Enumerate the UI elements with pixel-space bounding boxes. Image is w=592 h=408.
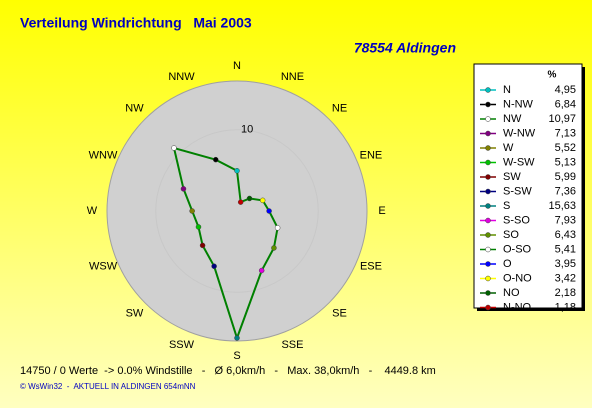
credit: © WsWin32 - AKTUELL IN ALDINGEN 654mNN [20,382,196,391]
legend-label: N-NW [503,98,534,110]
legend-value: 6,84 [555,98,576,110]
legend-label: S [503,200,510,212]
legend-value: 5,99 [555,171,576,183]
footer: 14750 / 0 Werte -> 0.0% Windstille - Ø 6… [20,365,436,377]
plot-area [106,80,368,342]
direction-label: W [87,205,98,217]
legend-marker [485,275,491,282]
point [211,263,217,269]
legend-value: 7,36 [555,185,576,197]
legend-label: O-NO [503,272,532,284]
legend-marker [485,232,491,238]
legend-marker [485,174,491,180]
direction-label: NW [125,102,144,114]
legend-label: SO [503,229,519,241]
grid-ring [155,129,319,293]
legend-marker [485,145,491,151]
legend-value: 4,95 [555,84,576,96]
point [189,208,195,214]
direction-label: NE [332,102,347,114]
legend-value: 15,63 [548,200,576,212]
legend-label: NW [503,113,522,125]
legend-marker [485,304,491,311]
direction-label: ENE [360,149,383,161]
point [259,197,266,204]
legend-label: NO [503,287,520,299]
legend-value: 5,13 [555,156,576,168]
legend-value: 7,13 [555,127,576,139]
direction-label: N [233,60,241,72]
legend-value: 3,42 [555,272,576,284]
point [274,225,281,231]
point [271,245,277,251]
point [258,267,265,274]
direction-label: ESE [360,260,382,272]
legend-value: 3,95 [555,258,576,270]
chart-title: Verteilung Windrichtung Mai 2003 [20,15,252,31]
legend-value: 10,97 [548,113,576,125]
legend-label: O-SO [503,243,532,255]
point [266,208,272,214]
legend-marker [485,130,491,137]
point [195,224,202,230]
legend-marker [485,217,491,224]
legend-label: S-SO [503,214,530,226]
legend-value: 6,43 [555,229,576,241]
legend-value: 7,93 [555,214,576,226]
legend-value: 1,18 [555,301,576,313]
legend-marker [485,188,491,195]
legend-label: W [503,142,514,154]
legend-label: N [503,84,511,96]
direction-label: WSW [89,260,118,272]
direction-label: SSE [281,339,303,351]
legend-value: 2,18 [555,287,576,299]
legend-marker [485,116,491,122]
legend-marker [485,159,491,166]
legend-marker [485,261,491,267]
direction-label: WNW [89,149,118,161]
point [212,156,219,163]
direction-label: E [378,205,385,217]
point [246,195,253,202]
direction-label: SW [126,307,144,319]
point [199,242,206,249]
legend-label: W-NW [503,127,536,139]
direction-label: SSW [169,339,195,351]
point [234,335,240,341]
legend-marker [485,87,491,93]
point [180,186,187,192]
legend-marker [485,101,491,108]
legend-label: O [503,258,512,270]
legend-marker [485,246,491,253]
r-tick-label: 10 [241,124,253,136]
legend-label: W-SW [503,156,535,168]
legend-value: 5,52 [555,142,576,154]
chart-subtitle: 78554 Aldingen [354,40,456,56]
legend-label: S-SW [503,185,532,197]
point [234,168,240,174]
direction-label: NNW [168,71,195,83]
direction-label: SE [332,307,347,319]
legend-marker [485,203,491,209]
legend-marker [485,290,491,296]
legend-value: 5,41 [555,243,576,255]
legend-label: SW [503,171,521,183]
direction-label: NNE [281,71,304,83]
point [237,199,244,205]
point [171,145,177,151]
legend-label: N-NO [503,301,532,313]
direction-label: S [233,350,240,362]
legend-header: % [548,70,557,81]
